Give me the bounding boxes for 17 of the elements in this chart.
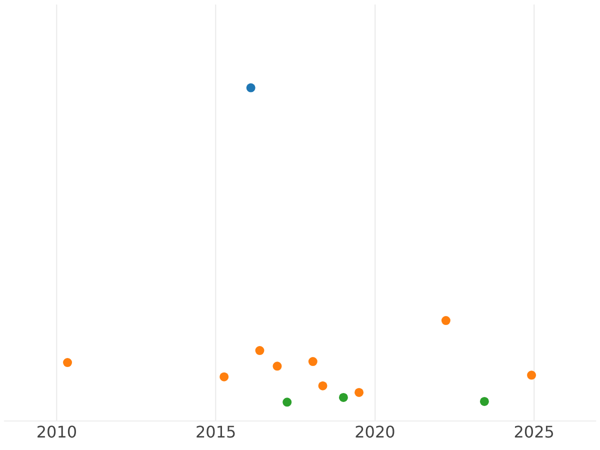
point	[354, 388, 364, 397]
x-tick-label: 2025	[514, 422, 554, 442]
point	[441, 316, 450, 326]
x-tick-label: 2015	[195, 422, 236, 442]
point	[338, 392, 348, 402]
point	[480, 396, 489, 406]
point	[527, 370, 536, 380]
x-tick-label: 2010	[36, 422, 78, 442]
point	[220, 372, 229, 382]
point	[63, 358, 72, 368]
point	[282, 398, 292, 407]
point	[246, 83, 256, 92]
point	[308, 357, 318, 366]
x-tick-label: 2020	[354, 422, 396, 442]
point	[272, 362, 282, 371]
point	[255, 346, 264, 356]
point	[318, 381, 328, 390]
